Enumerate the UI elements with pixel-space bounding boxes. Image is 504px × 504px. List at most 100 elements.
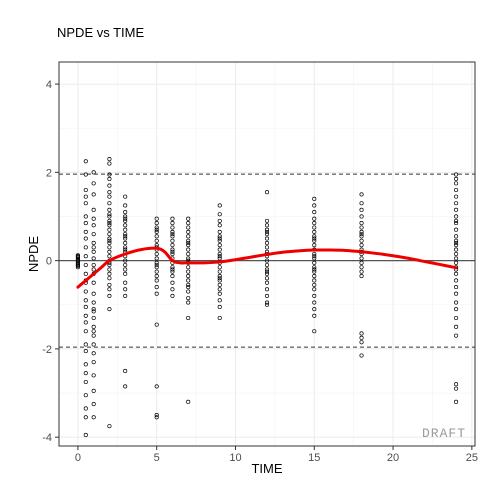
data-point bbox=[312, 254, 317, 259]
data-point bbox=[454, 333, 459, 338]
data-point bbox=[75, 265, 80, 270]
data-point bbox=[186, 265, 191, 270]
data-point bbox=[154, 225, 159, 230]
data-point bbox=[83, 342, 88, 347]
data-point bbox=[107, 227, 112, 232]
data-point bbox=[123, 218, 128, 223]
data-point bbox=[312, 251, 317, 257]
data-point bbox=[154, 384, 159, 389]
data-point bbox=[170, 221, 175, 226]
data-point bbox=[217, 265, 222, 270]
data-point bbox=[154, 234, 159, 239]
data-point bbox=[454, 194, 459, 199]
data-point bbox=[454, 234, 459, 239]
data-point bbox=[359, 238, 364, 243]
data-point bbox=[454, 315, 459, 321]
data-point bbox=[123, 223, 128, 228]
data-point bbox=[123, 368, 128, 374]
data-point bbox=[170, 280, 175, 285]
data-point bbox=[454, 240, 459, 246]
data-point bbox=[217, 212, 222, 217]
data-point bbox=[217, 256, 222, 261]
data-point bbox=[264, 245, 270, 250]
data-point bbox=[359, 214, 364, 219]
data-point bbox=[154, 229, 159, 234]
data-point bbox=[107, 183, 112, 188]
data-point bbox=[170, 267, 175, 272]
x-tick-label: 0 bbox=[75, 452, 81, 464]
data-point bbox=[154, 285, 159, 290]
data-point bbox=[454, 201, 459, 206]
data-point bbox=[83, 254, 88, 259]
data-point bbox=[217, 291, 222, 296]
data-point bbox=[123, 384, 128, 389]
data-point bbox=[312, 196, 317, 201]
data-point bbox=[186, 274, 191, 279]
data-point bbox=[107, 223, 112, 228]
data-point bbox=[454, 285, 459, 290]
data-point bbox=[107, 161, 112, 166]
data-point bbox=[264, 276, 270, 281]
data-point bbox=[107, 232, 112, 237]
data-point bbox=[154, 278, 159, 283]
data-point bbox=[454, 218, 459, 223]
data-point bbox=[123, 232, 128, 237]
data-point bbox=[170, 265, 175, 270]
data-point bbox=[312, 293, 317, 298]
data-point bbox=[83, 172, 88, 177]
data-point bbox=[186, 285, 191, 290]
grid-major bbox=[59, 62, 475, 446]
data-point bbox=[91, 240, 96, 246]
data-point bbox=[107, 424, 112, 429]
data-point bbox=[264, 302, 270, 307]
data-point bbox=[454, 399, 459, 404]
data-point bbox=[312, 210, 317, 215]
data-point bbox=[91, 280, 96, 285]
data-point bbox=[107, 207, 112, 212]
data-point bbox=[312, 238, 317, 243]
data-point bbox=[91, 245, 96, 250]
data-point bbox=[91, 315, 96, 321]
x-tick-label: 15 bbox=[308, 452, 320, 464]
data-point bbox=[359, 331, 364, 336]
data-point bbox=[359, 340, 364, 345]
data-point bbox=[359, 221, 364, 226]
data-point bbox=[107, 267, 112, 272]
data-point bbox=[83, 229, 88, 234]
data-point bbox=[83, 214, 88, 219]
data-point bbox=[123, 216, 128, 221]
data-point bbox=[264, 236, 270, 241]
data-point bbox=[312, 274, 317, 279]
data-point bbox=[91, 342, 96, 347]
smooth-line bbox=[76, 246, 458, 289]
data-point bbox=[312, 225, 317, 230]
data-point bbox=[264, 293, 270, 298]
data-point bbox=[217, 304, 222, 310]
data-point bbox=[83, 432, 88, 438]
data-point bbox=[170, 234, 175, 239]
data-point bbox=[91, 309, 96, 314]
data-point bbox=[454, 256, 459, 261]
data-point bbox=[83, 415, 88, 420]
data-point bbox=[91, 262, 96, 268]
data-point bbox=[454, 251, 459, 257]
data-point bbox=[123, 267, 128, 272]
data-point bbox=[91, 360, 96, 365]
data-point bbox=[264, 218, 270, 223]
data-point bbox=[91, 232, 96, 237]
data-point bbox=[312, 269, 317, 274]
data-point bbox=[83, 329, 88, 334]
data-point bbox=[154, 251, 159, 257]
data-point bbox=[107, 238, 112, 243]
data-point bbox=[91, 170, 96, 175]
x-axis-title: TIME bbox=[251, 461, 282, 476]
data-point bbox=[454, 207, 459, 212]
data-point bbox=[186, 243, 191, 248]
data-point bbox=[91, 333, 96, 338]
data-point bbox=[312, 236, 317, 241]
plot-panel: DRAFT bbox=[58, 61, 476, 447]
data-point bbox=[91, 351, 96, 356]
x-tick-label: 10 bbox=[229, 452, 241, 464]
data-point bbox=[264, 232, 270, 237]
